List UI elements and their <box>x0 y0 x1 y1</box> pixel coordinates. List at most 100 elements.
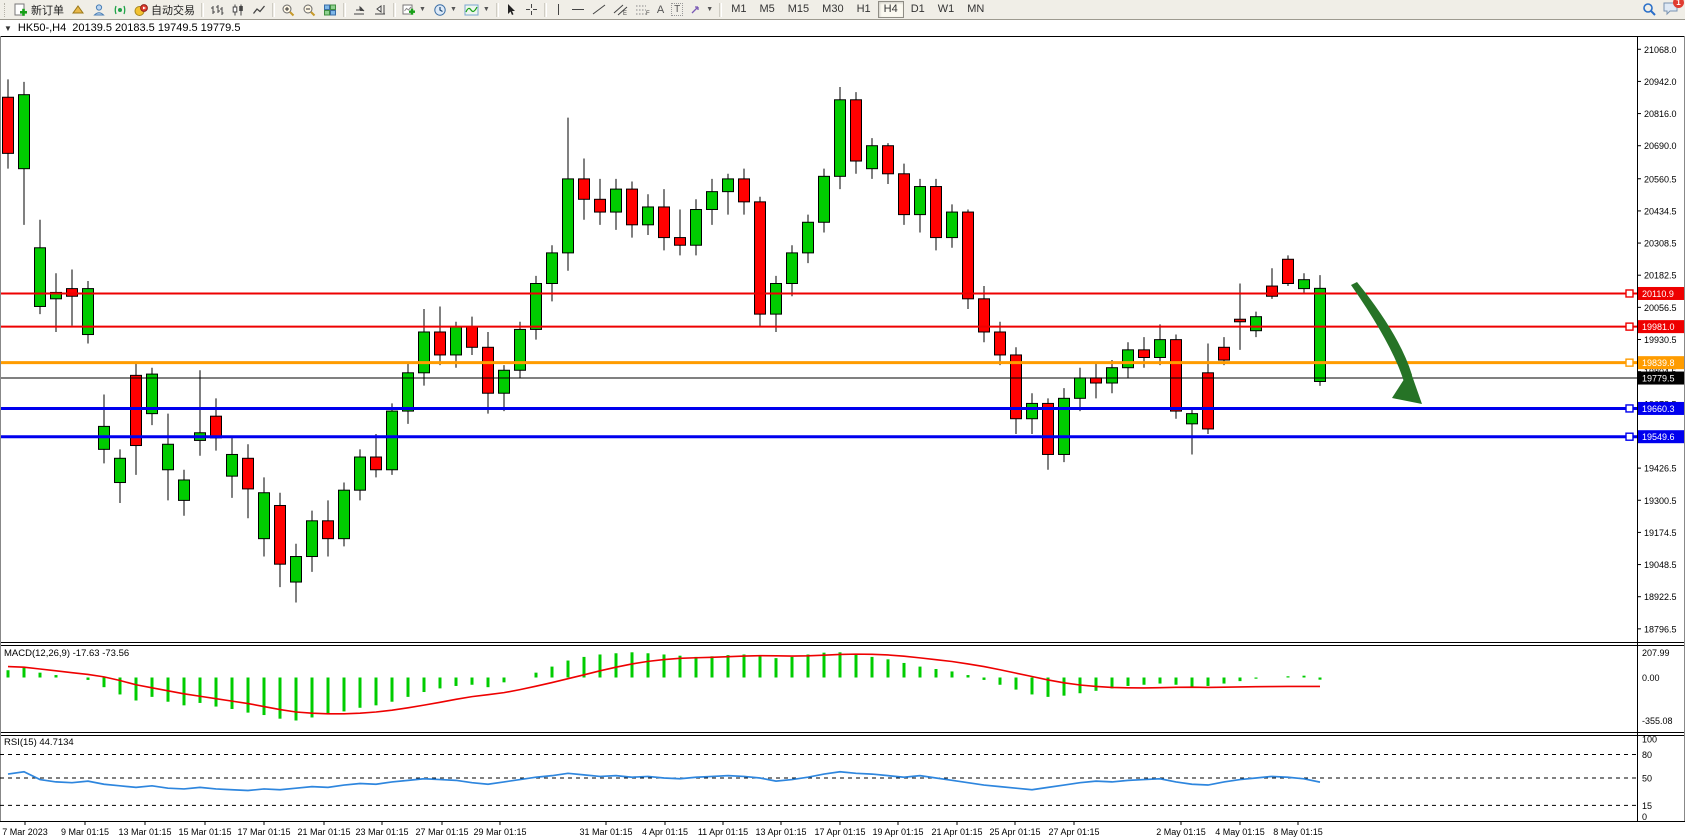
candle-body <box>770 283 782 315</box>
zoom-in-button[interactable] <box>278 1 298 18</box>
candle-body <box>146 373 158 415</box>
zoom-out-button[interactable] <box>299 1 319 18</box>
notification-button[interactable]: 1 <box>1663 0 1684 19</box>
timeframe-m15[interactable]: M15 <box>787 3 810 15</box>
arrows-tool-button[interactable]: ▼ <box>687 1 716 18</box>
macd-axis-label: 207.99 <box>1642 648 1670 658</box>
y-tick-label: 18922.5 <box>1644 592 1677 602</box>
timeframe-m5[interactable]: M5 <box>759 3 775 15</box>
hline-handle[interactable] <box>1625 432 1634 441</box>
candle-body <box>434 331 446 356</box>
candle-body <box>482 346 494 394</box>
profile-button[interactable] <box>68 1 88 18</box>
toolbar-separator <box>272 2 275 17</box>
candle-body <box>18 94 30 170</box>
timeframe-h4[interactable]: H4 <box>877 1 904 18</box>
y-tick-label: 20560.5 <box>1644 174 1677 184</box>
chart-svg[interactable]: 21068.0 20942.0 20816.0 20690.0 20560.5 20434… <box>0 36 1685 839</box>
text-tool-button[interactable]: A <box>654 1 667 18</box>
auto-scroll-icon <box>354 5 365 14</box>
indicators-button[interactable]: ▼ <box>461 1 493 18</box>
timeframe-m30[interactable]: M30 <box>822 3 844 15</box>
candle-body <box>594 198 606 213</box>
bar-chart-button[interactable] <box>207 1 227 18</box>
toolbar-separator <box>343 2 346 17</box>
time-axis-label: 17 Mar 01:15 <box>237 827 290 837</box>
autotrade-button[interactable]: 自动交易 <box>131 1 198 18</box>
time-axis-label: 7 Mar 2023 <box>2 827 48 837</box>
line-chart-button[interactable] <box>249 1 269 18</box>
hline-handle[interactable] <box>1625 404 1634 413</box>
chart-ohlc-values: 20139.5 20183.5 19749.5 19779.5 <box>72 22 241 34</box>
signals-button[interactable] <box>110 1 130 18</box>
hline-tool-button[interactable] <box>568 1 588 18</box>
vline-tool-button[interactable] <box>550 1 567 18</box>
y-tick-label: 20182.5 <box>1644 271 1677 281</box>
new-order-icon <box>14 3 27 16</box>
new-chart-button[interactable]: ▼ <box>399 1 429 18</box>
time-axis-label: 21 Apr 01:15 <box>931 827 982 837</box>
candle-body <box>530 283 542 330</box>
timeframe-d1[interactable]: D1 <box>910 3 925 15</box>
price-line-axis-label-box <box>1638 371 1685 385</box>
candle-body <box>1058 397 1070 455</box>
y-tick-label: 21068.0 <box>1644 45 1677 55</box>
auto-scroll-button[interactable] <box>349 1 369 18</box>
collapse-triangle-icon[interactable]: ▼ <box>4 23 12 33</box>
y-tick-label: 19426.5 <box>1644 464 1677 474</box>
candle-body <box>322 520 334 540</box>
fibonacci-icon: F <box>635 5 650 16</box>
period-button[interactable]: ▼ <box>430 1 460 18</box>
candle-body <box>626 188 638 226</box>
market-watch-button[interactable] <box>89 1 109 18</box>
toolbar-separator <box>201 2 204 17</box>
candle-body <box>978 298 990 333</box>
timeframe-m1[interactable]: M1 <box>731 3 747 15</box>
new-order-button[interactable]: 新订单 <box>11 1 67 18</box>
candle-body <box>242 457 254 490</box>
time-axis-label: 13 Apr 01:15 <box>755 827 806 837</box>
down-arrow-annotation-head[interactable] <box>1392 370 1422 404</box>
indicators-icon <box>464 4 479 15</box>
candle-body <box>354 456 366 491</box>
chart-title-strip: ▼ HK50-,H4 20139.5 20183.5 19749.5 19779… <box>0 20 1685 36</box>
hline-handle[interactable] <box>1625 289 1634 298</box>
time-axis-label: 17 Apr 01:15 <box>814 827 865 837</box>
label-tool-button[interactable]: T <box>668 1 686 18</box>
rsi-axis-label: 100 <box>1642 734 1657 744</box>
candle-body <box>962 211 974 300</box>
price-line-axis-label-box <box>1638 401 1685 415</box>
timeframe-mn[interactable]: MN <box>967 3 985 15</box>
candlestick-button[interactable] <box>228 1 248 18</box>
toolbar-separator <box>719 2 723 17</box>
time-axis-label: 23 Mar 01:15 <box>355 827 408 837</box>
candle-body <box>514 328 526 371</box>
candle-body <box>1314 287 1326 382</box>
crosshair-icon <box>525 4 537 15</box>
timeframe-w1[interactable]: W1 <box>937 3 955 15</box>
cursor-tool-button[interactable] <box>502 1 521 18</box>
tile-windows-button[interactable] <box>320 1 340 18</box>
hline-handle[interactable] <box>1625 358 1634 367</box>
price-line-axis-label-box <box>1638 356 1685 370</box>
search-icon[interactable] <box>1642 2 1657 17</box>
trendline-icon <box>592 4 606 15</box>
macd-axis-label: 0.00 <box>1642 673 1660 683</box>
new-chart-icon <box>402 4 415 15</box>
down-arrow-annotation-shaft[interactable] <box>1351 282 1412 382</box>
crosshair-tool-button[interactable] <box>522 1 541 18</box>
candle-body <box>1170 339 1182 412</box>
hline-handle[interactable] <box>1625 322 1634 331</box>
candle-body <box>914 186 926 216</box>
chart-area[interactable]: 21068.0 20942.0 20816.0 20690.0 20560.5 20434… <box>0 36 1685 839</box>
price-line-axis-label-box <box>1638 320 1685 334</box>
candle-body <box>386 410 398 471</box>
trendline-tool-button[interactable] <box>589 1 609 18</box>
fibonacci-tool-button[interactable]: F <box>632 1 653 18</box>
timeframe-h1[interactable]: H1 <box>856 3 871 15</box>
autotrade-label: 自动交易 <box>151 4 195 17</box>
channel-tool-button[interactable]: E <box>610 1 631 18</box>
chart-shift-button[interactable] <box>370 1 390 18</box>
clock-icon <box>434 3 446 16</box>
candle-body <box>866 145 878 170</box>
